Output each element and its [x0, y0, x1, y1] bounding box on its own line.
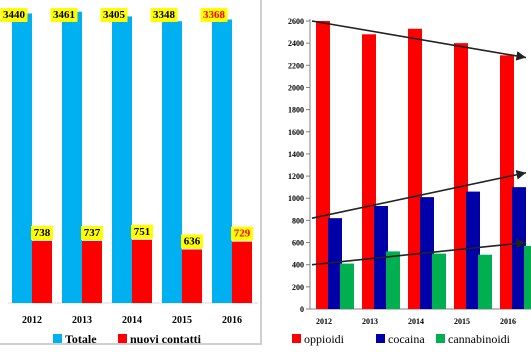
- legend-swatch-cannabinoidi: [436, 334, 445, 343]
- legend-label: Totale: [65, 332, 97, 345]
- data-label-Totale: 3348: [153, 9, 176, 21]
- bar-cannabinoidi-2016: [524, 245, 531, 309]
- bar-oppioidi-2013: [362, 34, 376, 310]
- bar-oppioidi-2014: [408, 28, 422, 309]
- x-tick-label: 2013: [362, 317, 378, 326]
- x-tick-label: 2012: [316, 317, 332, 326]
- x-tick-label: 2016: [222, 315, 242, 326]
- bar-cannabinoidi-2012: [340, 263, 354, 309]
- legend-swatch-oppioidi: [292, 334, 301, 343]
- bar-cannabinoidi-2015: [478, 254, 492, 309]
- data-label-nuovi-contatti: 636: [184, 235, 201, 247]
- trend-arrow-oppioidi: [311, 20, 527, 61]
- y-tick-label: 1800: [288, 106, 304, 115]
- right-chart-panel: 0 200 400 600 800 1000 1200 1400 1600 1800 2000 220…: [276, 0, 531, 352]
- y-tick-label: 1600: [288, 128, 304, 137]
- bar-Totale-2013: [62, 11, 82, 304]
- x-tick-label: 2014: [408, 317, 424, 326]
- data-label-nuovi-contatti: 738: [34, 227, 51, 239]
- bar-cocaina-2016: [512, 187, 526, 309]
- bar-oppioidi-2015: [454, 43, 468, 310]
- trend-arrow-cocaina: [311, 170, 527, 219]
- bar-Totale-2012: [12, 13, 32, 303]
- x-tick-label: 2014: [122, 315, 142, 326]
- legend-label: cannabinoidi: [448, 332, 511, 346]
- x-tick-label: 2012: [22, 315, 42, 326]
- data-label-box: [200, 8, 228, 22]
- bar-oppioidi-2012: [316, 21, 330, 309]
- bar-Totale-2016: [212, 19, 232, 303]
- left-chart-panel: 2012 2013 2014 2015 2016 3440 3461 3405 3348 3368…: [0, 0, 262, 345]
- data-label-Totale: 3368: [203, 9, 226, 21]
- bar-cannabinoidi-2014: [432, 253, 446, 309]
- x-tick-label: 2016: [500, 317, 516, 326]
- data-label-box: [231, 226, 253, 241]
- bar-nuovi-contatti-2012: [32, 240, 52, 303]
- y-tick-label: 1000: [288, 194, 304, 203]
- legend-swatch-nuovi-contatti: [118, 334, 127, 343]
- bar-cocaina-2015: [466, 191, 480, 309]
- y-tick-label: 0: [300, 305, 304, 314]
- data-label-box: [150, 8, 178, 22]
- substance-breakdown-chart: 0 200 400 600 800 1000 1200 1400 1600 1800 2000 220…: [288, 17, 531, 346]
- y-tick-label: 2200: [288, 61, 304, 70]
- x-tick-label: 2015: [172, 315, 192, 326]
- trend-arrow-cannabinoidi: [311, 238, 527, 266]
- y-tick-label: 2600: [288, 17, 304, 26]
- data-label-nuovi-contatti: 737: [84, 227, 101, 239]
- x-tick-label: 2015: [454, 317, 470, 326]
- data-label-Totale: 3405: [103, 9, 126, 21]
- y-tick-label: 2400: [288, 39, 304, 48]
- y-tick-label: 200: [292, 283, 304, 292]
- legend-label: nuovi contatti: [130, 332, 202, 345]
- bar-oppioidi-2016: [500, 55, 514, 309]
- totale-vs-nuovi-contatti-chart: 2012 2013 2014 2015 2016 3440 3461 3405 3348 3368…: [0, 8, 258, 345]
- bar-Totale-2014: [112, 16, 132, 303]
- data-label-box: [81, 225, 103, 240]
- data-label-box: [181, 234, 203, 249]
- x-tick-label: 2013: [72, 315, 92, 326]
- bar-nuovi-contatti-2016: [232, 241, 252, 303]
- data-label-Totale: 3461: [53, 9, 75, 21]
- data-label-box: [31, 225, 53, 240]
- data-label-nuovi-contatti: 751: [134, 226, 151, 238]
- legend-swatch-cocaina: [376, 334, 385, 343]
- bar-nuovi-contatti-2013: [82, 240, 102, 303]
- legend-label: oppioidi: [304, 332, 345, 346]
- legend-label: cocaina: [388, 332, 425, 346]
- data-label-box: [100, 8, 128, 22]
- data-label-box: [131, 224, 153, 239]
- data-label-box: [50, 8, 78, 22]
- bar-Totale-2015: [162, 21, 182, 304]
- bar-nuovi-contatti-2015: [182, 249, 202, 303]
- y-tick-label: 2000: [288, 83, 304, 92]
- data-label-box: [0, 8, 28, 22]
- data-label-nuovi-contatti: 729: [234, 228, 251, 240]
- legend-swatch-Totale: [53, 334, 62, 343]
- y-tick-label: 800: [292, 216, 304, 225]
- y-tick-label: 1400: [288, 150, 304, 159]
- bar-cocaina-2012: [328, 218, 342, 309]
- data-label-Totale: 3440: [3, 9, 26, 21]
- y-tick-label: 600: [292, 239, 304, 248]
- y-tick-label: 400: [292, 261, 304, 270]
- bar-nuovi-contatti-2014: [132, 239, 152, 303]
- bar-cannabinoidi-2013: [386, 251, 400, 309]
- y-tick-label: 1200: [288, 172, 304, 181]
